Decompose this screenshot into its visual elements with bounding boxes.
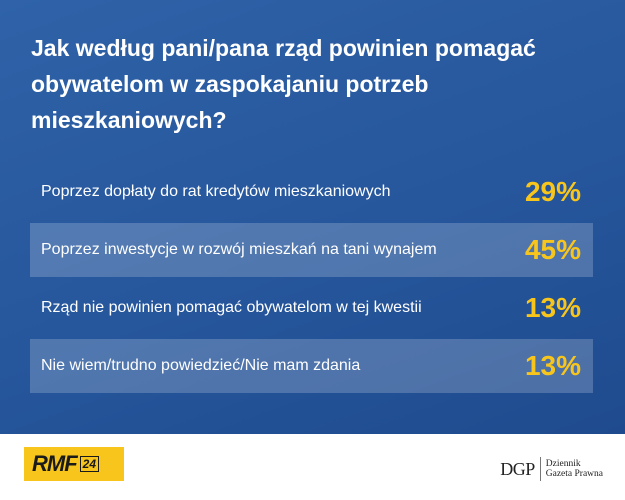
chart-title: Jak według pani/pana rząd powinien pomag… (31, 35, 536, 133)
row-label: Rząd nie powinien pomagać obywatelom w t… (41, 299, 422, 316)
row-value: 29% (524, 176, 581, 207)
dgp-logo: DGP Dziennik Gazeta Prawna (500, 454, 603, 484)
row-label: Poprzez dopłaty do rat kredytów mieszkan… (41, 183, 391, 200)
rmf-logo-text: RMF (32, 451, 78, 476)
row-value: 45% (524, 234, 581, 265)
dgp-logo-name-line1: Dziennik (545, 459, 581, 469)
row-value: 13% (524, 292, 581, 323)
dgp-logo-mark: DGP (500, 458, 535, 479)
table-row: Poprzez inwestycje w rozwój mieszkań na … (30, 223, 593, 277)
table-row: Rząd nie powinien pomagać obywatelom w t… (30, 281, 593, 335)
row-value: 13% (524, 350, 581, 381)
rmf-logo-number: 24 (79, 456, 100, 472)
dgp-logo-divider (539, 457, 541, 481)
rmf24-logo: RMF 24 (24, 447, 124, 481)
table-row: Nie wiem/trudno powiedzieć/Nie mam zdani… (30, 339, 593, 393)
table-row: Poprzez dopłaty do rat kredytów mieszkan… (30, 165, 593, 219)
footer: RMF 24 DGP Dziennik Gazeta Prawna (0, 434, 625, 500)
row-label: Poprzez inwestycje w rozwój mieszkań na … (41, 241, 437, 258)
dgp-logo-name: Dziennik Gazeta Prawna (546, 459, 603, 479)
chart-panel: Jak według pani/pana rząd powinien pomag… (0, 0, 625, 434)
row-label: Nie wiem/trudno powiedzieć/Nie mam zdani… (41, 357, 361, 374)
dgp-logo-name-line2: Gazeta Prawna (545, 469, 603, 479)
